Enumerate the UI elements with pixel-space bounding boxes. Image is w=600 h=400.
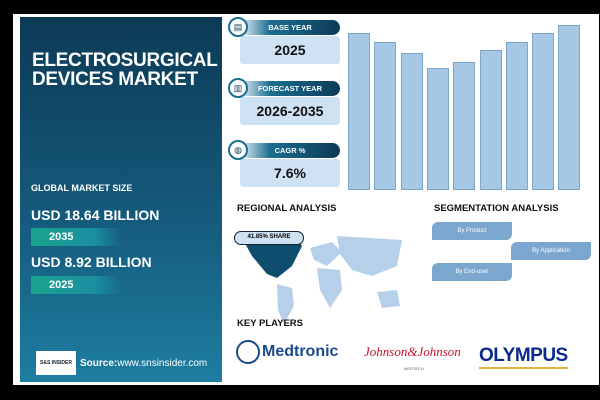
base-value: USD 8.92 BILLION	[31, 254, 152, 270]
kpi-label: FORECAST YEAR	[257, 84, 323, 93]
medtronic-logo: Medtronic	[236, 340, 338, 364]
forecast-value: USD 18.64 BILLION	[31, 207, 160, 223]
kpi-forecast-year: FORECAST YEAR ▥ 2026-2035	[228, 78, 340, 125]
jj-medtech-label: MEDTECH	[404, 366, 424, 371]
source-url[interactable]: www.snsinsider.com	[117, 357, 208, 369]
bar-2	[374, 42, 397, 190]
kpi-base-year: BASE YEAR ▤ 2025	[228, 17, 340, 64]
bar-1	[348, 33, 370, 190]
global-market-size-label: GLOBAL MARKET SIZE	[31, 183, 133, 193]
forecast-year: 2035	[31, 228, 121, 246]
kpi-value: 7.6%	[240, 159, 340, 187]
bar-chart	[348, 20, 584, 190]
document-icon: ▤	[228, 17, 248, 37]
bar-7	[505, 42, 528, 190]
bar-8	[532, 33, 555, 190]
base-year: 2025	[31, 276, 121, 294]
regional-share-badge: 41.85% SHARE	[234, 231, 304, 245]
kpi-cagr: CAGR % ◍ 7.6%	[228, 140, 340, 187]
world-map	[242, 232, 402, 324]
bar-3	[400, 53, 423, 190]
segmentation-title: SEGMENTATION ANALYSIS	[434, 203, 559, 214]
johnson-johnson-logo: Johnson&Johnson	[364, 344, 461, 359]
segment-by-end-user: By End-user	[432, 263, 512, 281]
regional-title: REGIONAL ANALYSIS	[237, 203, 337, 214]
bar-6	[479, 50, 502, 190]
kpi-value: 2026-2035	[240, 97, 340, 125]
medtronic-icon	[236, 340, 260, 364]
chart-icon: ▥	[228, 78, 248, 98]
page-title: ELECTROSURGICAL DEVICES MARKET	[32, 50, 218, 90]
olympus-logo: OLYMPUS	[479, 345, 568, 369]
kpi-label: BASE YEAR	[268, 23, 312, 32]
source-label: Source:	[80, 357, 118, 369]
kpi-value: 2025	[240, 36, 340, 64]
bar-5	[453, 62, 476, 190]
key-players-title: KEY PLAYERS	[237, 318, 303, 329]
left-panel: ELECTROSURGICAL DEVICES MARKET GLOBAL MA…	[20, 17, 222, 382]
bar-4	[426, 68, 449, 190]
segment-by-product: By Product	[432, 222, 512, 240]
kpi-label: CAGR %	[274, 146, 306, 155]
source: S&S INSIDER Source:www.snsinsider.com	[36, 351, 207, 375]
bar-9	[558, 25, 581, 190]
sns-insider-logo: S&S INSIDER	[36, 351, 76, 375]
segment-by-application: By Application	[511, 242, 591, 260]
globe-growth-icon: ◍	[228, 140, 248, 160]
